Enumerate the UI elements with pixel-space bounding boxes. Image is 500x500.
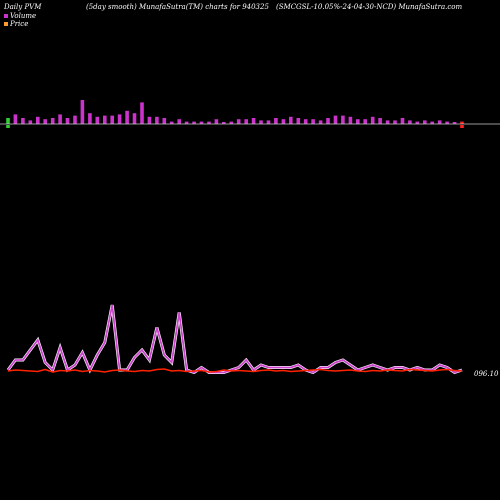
legend-item-price: Price [4,20,28,28]
volume-bar [65,118,70,124]
volume-bar [296,118,301,124]
volume-bar [207,121,211,124]
volume-bar [311,119,315,124]
legend-item-volume: Volume [4,12,36,20]
volume-bar [274,118,278,124]
volume-bar [117,114,122,124]
legend-label-volume: Volume [10,12,37,20]
volume-bar [393,120,397,124]
chart-header-title: (5day smooth) MunafaSutra(TM) charts for… [86,3,269,11]
volume-bar [110,115,114,124]
legend-swatch-price [4,22,8,26]
volume-bar [281,119,286,124]
volume-bar [177,119,181,124]
volume-line [7,304,463,374]
volume-bar [88,113,92,124]
volume-bar [125,110,129,124]
volume-bar [169,121,174,124]
volume-bar [132,113,137,124]
volume-bar [378,118,382,124]
legend-label-price: Price [10,20,29,28]
volume-bar [162,118,167,124]
volume-bar [370,116,375,124]
volume-bar [333,115,338,124]
volume-bar [140,102,144,124]
lower-panel-lines [6,304,463,375]
volume-bar [303,119,308,124]
chart-header-left: Daily PVM [4,3,42,11]
legend-swatch-volume [4,14,8,18]
volume-bars [6,100,464,128]
last-price-label: 096.10 [474,370,499,378]
volume-bar [452,122,457,124]
volume-bar [251,118,256,124]
volume-bar [363,119,367,124]
volume-bar [326,118,330,124]
volume-bar [460,121,464,124]
volume-bar [341,115,345,124]
volume-bar [80,100,85,124]
volume-bar [13,114,18,124]
volume-bar [400,118,405,124]
volume-bar [415,121,420,124]
volume-bar [199,121,204,124]
volume-bar [147,116,152,124]
volume-bar [356,119,360,124]
volume-bar [236,119,241,124]
volume-bar-down [6,125,10,128]
volume-bar [318,120,323,124]
volume-bar [36,116,40,124]
volume-bar-down [460,125,464,128]
volume-bar [43,119,47,124]
volume-bar [222,122,226,124]
volume-bar [184,121,189,124]
price-line [7,368,463,373]
volume-bar [73,115,77,124]
volume-bar [408,120,412,124]
volume-bar [385,120,390,124]
volume-bar [21,118,25,124]
volume-bar [430,121,434,124]
volume-bar [214,119,219,124]
volume-bar [50,118,55,124]
volume-bar [244,119,248,124]
volume-bar [259,120,263,124]
volume-bar [445,121,449,124]
volume-bar [423,120,427,124]
volume-bar [95,116,100,124]
volume-bar [28,120,33,124]
volume-bar [6,118,10,124]
volume-bar [155,116,159,124]
volume-bar [103,115,107,124]
volume-bar [289,116,293,124]
volume-bar [437,120,442,124]
chart-header-symbol: (SMCGSL-10.05%-24-04-30-NCD) MunafaSutra… [276,3,463,11]
volume-bar [229,121,234,124]
volume-bar [348,116,353,124]
volume-bar [192,121,196,124]
volume-bar [266,120,271,124]
volume-bar [58,114,62,124]
